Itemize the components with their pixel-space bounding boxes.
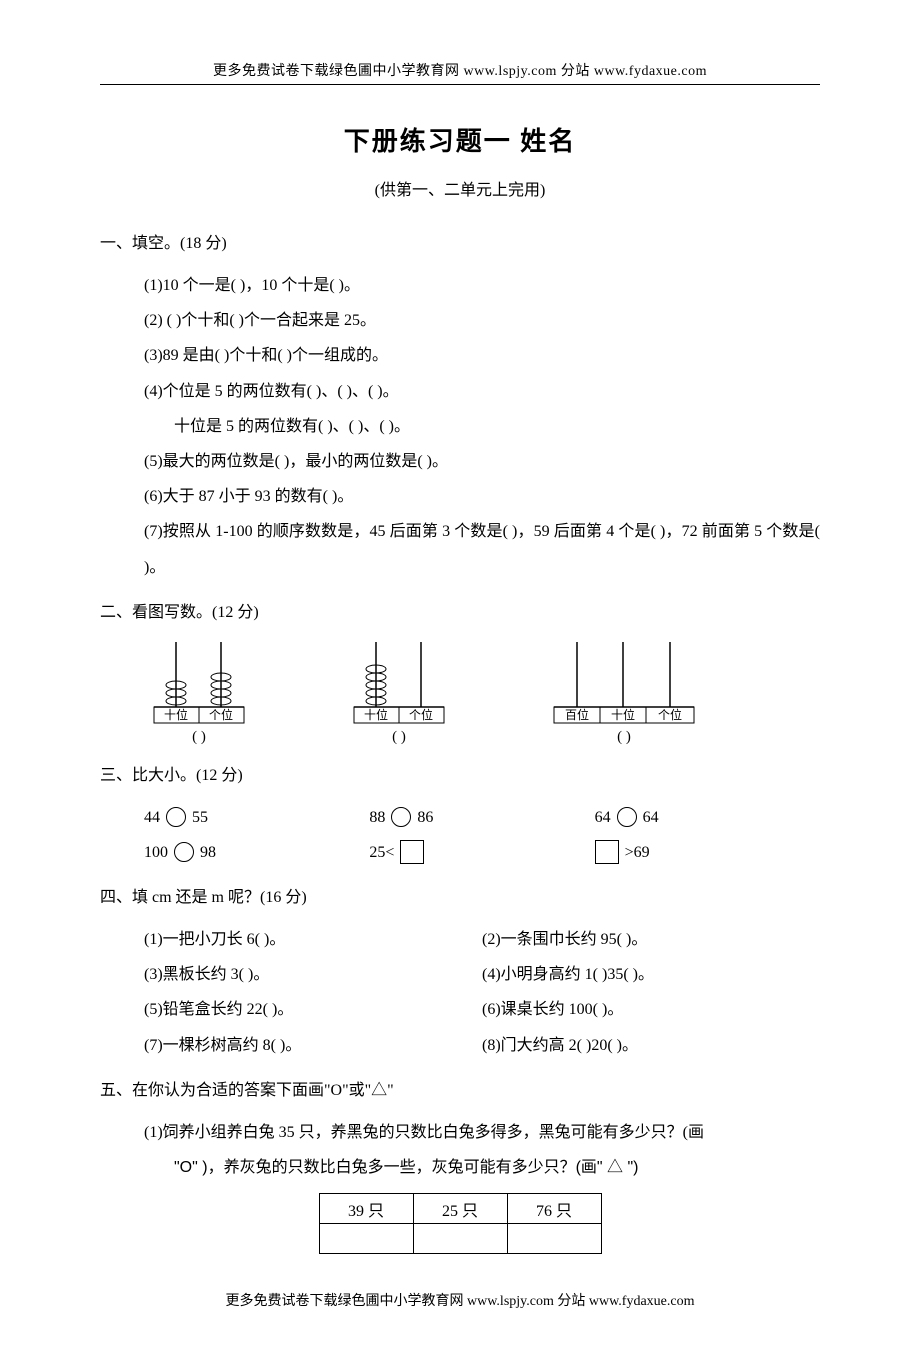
s5-blank-3: [507, 1224, 601, 1254]
cmp-4-b: 98: [200, 835, 216, 870]
s5-cell-1: 39 只: [319, 1194, 413, 1224]
cmp-3: 64 64: [595, 800, 820, 835]
table-row: [319, 1224, 601, 1254]
abacus-1-lbl-tens: 十位: [164, 707, 188, 722]
cmp-row-1: 44 55 88 86 64 64: [144, 800, 820, 835]
abacus-2-blank: ( ): [392, 729, 406, 746]
s4-q2: (2)一条围巾长约 95( )。: [482, 922, 820, 957]
cmp-4: 100 98: [144, 835, 369, 870]
page-header: 更多免费试卷下载绿色圃中小学教育网 www.lspjy.com 分站 www.f…: [100, 60, 820, 85]
abacus-3-svg: 百位 十位 个位: [544, 637, 704, 727]
abacus-1: 十位 个位 ( ): [144, 637, 254, 746]
cmp-1-b: 55: [192, 800, 208, 835]
abacus-row: 十位 个位 ( ) 十位 个位: [144, 637, 820, 746]
s5-blank-2: [413, 1224, 507, 1254]
s1-q6: (6)大于 87 小于 93 的数有( )。: [144, 479, 820, 514]
cmp-3-a: 64: [595, 800, 611, 835]
cmp-2-b: 86: [417, 800, 433, 835]
circle-icon: [617, 807, 637, 827]
section-5-head: 五、在你认为合适的答案下面画"O"或"△": [100, 1075, 820, 1107]
s5-cell-2: 25 只: [413, 1194, 507, 1224]
s5-cell-3: 76 只: [507, 1194, 601, 1224]
section-1-head: 一、填空。(18 分): [100, 228, 820, 260]
s4-row-4: (7)一棵杉树高约 8( )。 (8)门大约高 2( )20( )。: [144, 1028, 820, 1063]
abacus-3: 百位 十位 个位 ( ): [544, 637, 704, 746]
abacus-1-blank: ( ): [192, 729, 206, 746]
page-footer: 更多免费试卷下载绿色圃中小学教育网 www.lspjy.com 分站 www.f…: [100, 1290, 820, 1310]
s4-q4: (4)小明身高约 1( )35( )。: [482, 957, 820, 992]
page-subtitle: (供第一、二单元上完用): [100, 176, 820, 200]
s1-q5: (5)最大的两位数是( )，最小的两位数是( )。: [144, 444, 820, 479]
abacus-2-lbl-ones: 个位: [409, 707, 433, 722]
s4-row-1: (1)一把小刀长 6( )。 (2)一条围巾长约 95( )。: [144, 922, 820, 957]
s4-q1: (1)一把小刀长 6( )。: [144, 922, 482, 957]
s4-row-3: (5)铅笔盒长约 22( )。 (6)课桌长约 100( )。: [144, 992, 820, 1027]
abacus-3-blank: ( ): [617, 729, 631, 746]
abacus-2: 十位 个位 ( ): [344, 637, 454, 746]
section-4-head: 四、填 cm 还是 m 呢？(16 分): [100, 882, 820, 914]
cmp-5-a: 25<: [369, 835, 394, 870]
s5-q1a: (1)饲养小组养白兔 35 只，养黑兔的只数比白兔多得多，黑兔可能有多少只？(画: [144, 1115, 820, 1150]
abacus-2-svg: 十位 个位: [344, 637, 454, 727]
cmp-2: 88 86: [369, 800, 594, 835]
table-row: 39 只 25 只 76 只: [319, 1194, 601, 1224]
abacus-1-svg: 十位 个位: [144, 637, 254, 727]
cmp-4-a: 100: [144, 835, 168, 870]
abacus-3-lbl-hund: 百位: [565, 707, 589, 722]
s1-q3: (3)89 是由( )个十和( )个一组成的。: [144, 338, 820, 373]
section-3-head: 三、比大小。(12 分): [100, 760, 820, 792]
circle-icon: [174, 842, 194, 862]
s4-q7: (7)一棵杉树高约 8( )。: [144, 1028, 482, 1063]
circle-icon: [391, 807, 411, 827]
s1-q4b: 十位是 5 的两位数有( )、( )、( )。: [174, 409, 820, 444]
square-icon: [400, 840, 424, 864]
s4-q8: (8)门大约高 2( )20( )。: [482, 1028, 820, 1063]
square-icon: [595, 840, 619, 864]
cmp-5: 25<: [369, 835, 594, 870]
cmp-1-a: 44: [144, 800, 160, 835]
s1-q2: (2) ( )个十和( )个一合起来是 25。: [144, 303, 820, 338]
s5-table: 39 只 25 只 76 只: [319, 1193, 602, 1254]
abacus-1-lbl-ones: 个位: [209, 707, 233, 722]
abacus-3-lbl-ones: 个位: [658, 707, 682, 722]
cmp-row-2: 100 98 25< >69: [144, 835, 820, 870]
circle-icon: [166, 807, 186, 827]
cmp-6: >69: [595, 835, 820, 870]
abacus-2-lbl-tens: 十位: [364, 707, 388, 722]
abacus-3-lbl-tens: 十位: [611, 707, 635, 722]
page-title: 下册练习题一 姓名: [100, 121, 820, 158]
cmp-1: 44 55: [144, 800, 369, 835]
cmp-3-b: 64: [643, 800, 659, 835]
s4-q6: (6)课桌长约 100( )。: [482, 992, 820, 1027]
s4-q5: (5)铅笔盒长约 22( )。: [144, 992, 482, 1027]
cmp-2-a: 88: [369, 800, 385, 835]
s5-blank-1: [319, 1224, 413, 1254]
s4-row-2: (3)黑板长约 3( )。 (4)小明身高约 1( )35( )。: [144, 957, 820, 992]
section-2-head: 二、看图写数。(12 分): [100, 597, 820, 629]
s1-q1: (1)10 个一是( )，10 个十是( )。: [144, 268, 820, 303]
cmp-6-b: >69: [625, 835, 650, 870]
s4-q3: (3)黑板长约 3( )。: [144, 957, 482, 992]
s5-q1b: "O" )，养灰兔的只数比白兔多一些，灰兔可能有多少只？(画" △ "): [174, 1150, 820, 1185]
s1-q4a: (4)个位是 5 的两位数有( )、( )、( )。: [144, 374, 820, 409]
s1-q7: (7)按照从 1-100 的顺序数数是，45 后面第 3 个数是( )，59 后…: [144, 514, 820, 584]
